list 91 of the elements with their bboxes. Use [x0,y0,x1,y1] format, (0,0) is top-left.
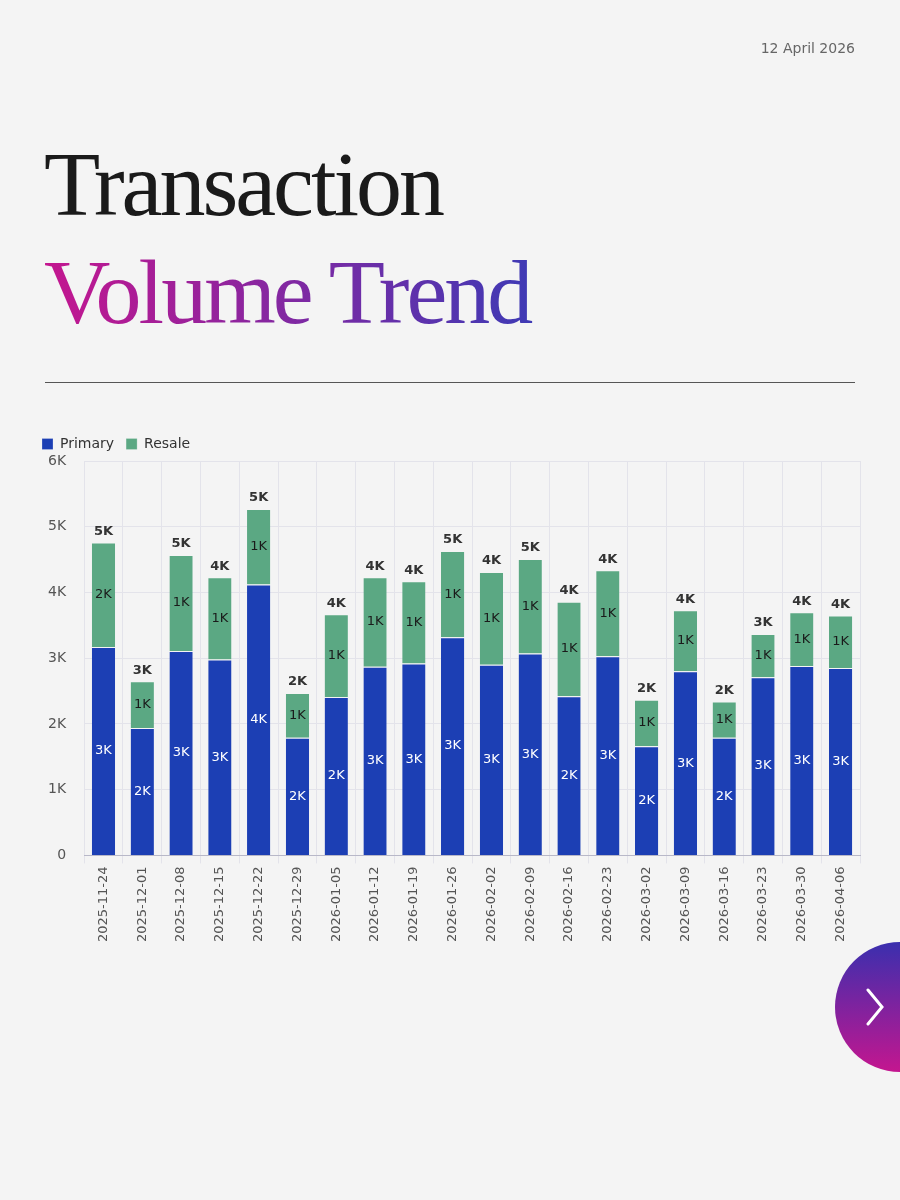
data-label: 1K [754,646,772,662]
total-label: 5K [520,539,541,555]
data-label: 1K [327,646,346,662]
data-label: 3K [677,754,695,770]
y-tick-label: 1K [47,780,67,797]
data-label: 1K [211,609,229,625]
x-tick-label: 2026-03-30 [793,866,809,943]
data-label: 3K [483,751,501,767]
total-label: 4K [598,550,619,566]
total-label: 3K [753,614,774,630]
data-label: 3K [366,752,384,768]
x-tick-label: 2026-02-16 [560,866,576,943]
y-tick-label: 2K [47,714,67,731]
y-tick-label: 3K [47,648,67,665]
x-tick-label: 2026-01-19 [405,866,421,943]
data-label: 1K [133,695,152,711]
total-label: 5K [443,531,464,547]
data-label: 2K [289,787,307,803]
data-label: 1K [405,613,423,629]
total-label: 4K [326,594,347,610]
data-label: 3K [95,742,113,758]
y-tick-label: 5K [47,517,67,534]
total-label: 4K [831,595,852,611]
legend-label: Resale [144,434,191,451]
y-tick-label: 0 [57,846,67,863]
total-label: 4K [675,590,696,606]
data-label: 3K [521,745,540,761]
data-label: 1K [599,604,617,620]
data-label: 1K [172,594,190,610]
x-tick-label: 2025-12-22 [250,866,266,943]
data-label: 1K [483,609,501,625]
y-tick-label: 6K [47,451,67,468]
total-label: 3K [132,661,153,677]
x-tick-label: 2026-01-05 [327,866,343,943]
x-tick-label: 2025-12-01 [133,866,149,943]
data-label: 2K [95,586,113,602]
data-label: 1K [638,714,656,730]
total-label: 2K [714,681,735,697]
data-label: 4K [250,711,268,727]
x-tick-label: 2026-03-02 [638,866,653,943]
total-label: 4K [365,557,386,573]
data-label: 1K [832,633,850,649]
data-label: 3K [832,752,850,768]
x-tick-label: 2025-12-15 [211,866,227,943]
text: 12 April 2026 [760,40,855,56]
data-label: 2K [715,787,734,803]
data-label: 1K [560,640,578,656]
x-tick-label: 2026-01-12 [366,866,382,943]
x-tick-label: 2025-12-08 [172,866,188,943]
data-label: 3K [793,751,811,767]
x-tick-label: 2025-12-29 [288,866,304,943]
data-label: 2K [133,782,152,798]
legend-label: Primary [60,434,115,451]
x-tick-label: 2025-11-24 [94,866,110,943]
data-label: 1K [444,585,462,601]
y-tick-label: 4K [47,583,67,600]
data-label: 1K [521,597,540,613]
x-tick-label: 2026-03-09 [676,866,692,943]
data-label: 1K [677,632,695,648]
x-tick-label: 2026-03-23 [754,866,770,943]
data-label: 3K [754,757,772,773]
x-tick-label: 2026-02-23 [599,866,615,943]
total-label: 4K [481,552,502,568]
total-label: 2K [637,680,658,696]
data-label: 2K [327,767,346,783]
total-label: 4K [210,557,231,573]
data-label: 1K [250,538,268,554]
total-label: 5K [249,489,270,505]
total-label: 5K [93,522,114,538]
data-label: 3K [599,746,617,762]
data-label: 3K [172,744,190,760]
data-label: 1K [366,613,384,629]
x-tick-label: 2026-03-16 [715,866,731,943]
data-label: 3K [405,750,423,766]
data-label: 1K [793,630,811,646]
chart-title: Transaction Volume Trend [44,130,604,346]
total-label: 4K [404,561,425,577]
total-label: 4K [792,592,813,608]
data-label: 3K [444,737,462,753]
total-label: 4K [559,582,580,598]
x-tick-label: 2026-01-26 [444,866,460,943]
x-tick-label: 2026-04-06 [831,866,847,943]
x-tick-label: 2026-02-09 [521,866,537,943]
data-label: 2K [560,767,578,783]
data-label: 1K [715,711,734,727]
total-label: 2K [287,673,308,689]
data-label: 2K [638,792,656,808]
data-label: 3K [211,748,229,764]
data-label: 1K [289,706,307,722]
total-label: 5K [171,535,192,551]
x-tick-label: 2026-02-02 [482,866,498,943]
